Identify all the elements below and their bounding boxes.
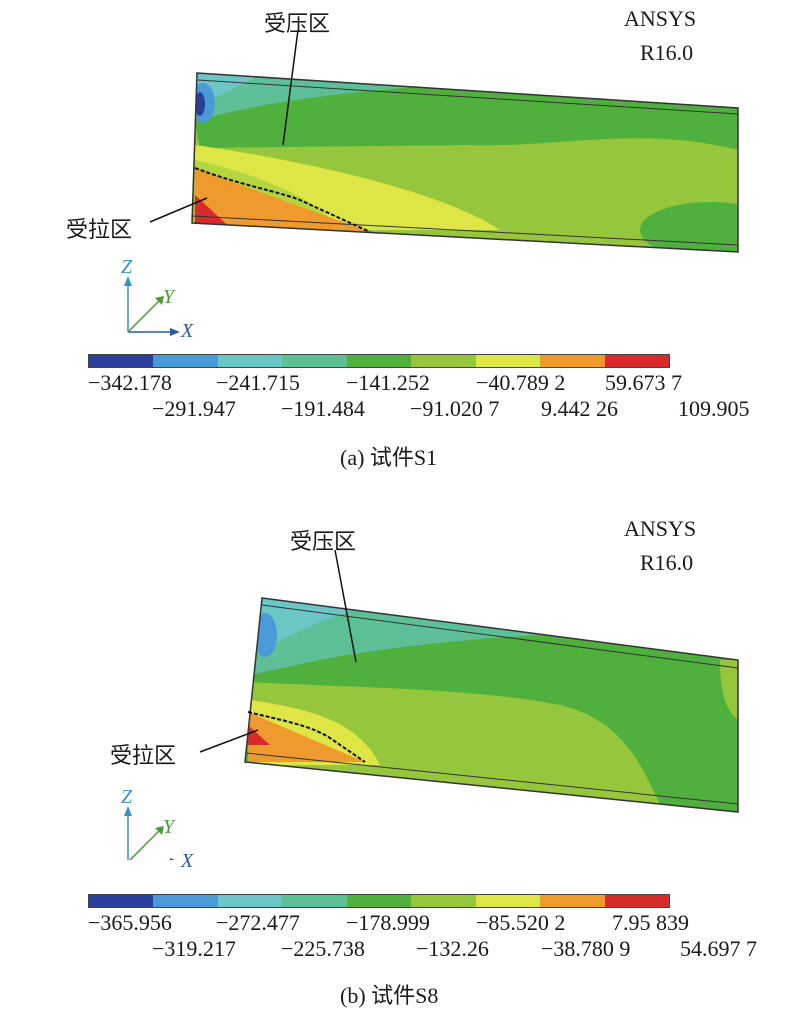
legend-swatch: [475, 355, 541, 367]
axis-x-label: X: [181, 320, 194, 342]
axis-triad: [124, 806, 175, 860]
legend-value: −365.956: [88, 910, 172, 935]
panel-s8: ANSYS R16.0 受压区: [0, 510, 800, 1010]
figure-caption: (a) 试件S1: [340, 445, 438, 470]
tension-zone-label: 受拉区: [66, 218, 133, 243]
legend-value: −40.789 2: [476, 370, 566, 395]
software-version: R16.0: [640, 550, 694, 575]
legend-value: −132.26: [416, 936, 489, 961]
legend-swatch: [217, 355, 283, 367]
legend-value: 109.905: [678, 396, 750, 421]
legend-swatch: [282, 895, 347, 907]
legend-swatch: [540, 895, 605, 907]
legend-swatch: [604, 895, 669, 907]
legend-swatch: [89, 355, 154, 367]
legend-swatch: [411, 355, 476, 367]
legend-value: 9.442 26: [541, 396, 618, 421]
legend-value: −38.780 9: [541, 936, 631, 961]
legend-swatch: [346, 355, 412, 367]
color-legend-bar: [88, 354, 670, 368]
legend-swatch: [540, 355, 605, 367]
legend-value: −191.484: [281, 396, 365, 421]
legend-value: −272.477: [216, 910, 300, 935]
legend-value: −225.738: [281, 936, 365, 961]
tension-zone-label: 受拉区: [110, 744, 177, 769]
legend-value: 7.95 839: [612, 910, 689, 935]
axis-y-label: Y: [163, 816, 175, 838]
legend-swatch: [153, 355, 218, 367]
software-name: ANSYS: [624, 6, 697, 31]
legend-value: 54.697 7: [680, 936, 757, 961]
legend-value: −319.217: [152, 936, 236, 961]
legend-swatch: [153, 895, 218, 907]
axis-z-label: Z: [121, 256, 133, 278]
legend-swatch: [89, 895, 154, 907]
color-legend-bar: [88, 894, 670, 908]
legend-swatch: [411, 895, 476, 907]
panel-s1: ANSYS R16.0: [0, 0, 800, 500]
stress-contour-s1: [124, 29, 739, 336]
figure-caption: (b) 试件S8: [340, 983, 439, 1008]
software-name: ANSYS: [624, 516, 697, 541]
compression-zone-label: 受压区: [290, 530, 357, 555]
legend-value: −141.252: [346, 370, 430, 395]
legend-value: −91.020 7: [410, 396, 500, 421]
legend-value: −291.947: [152, 396, 236, 421]
legend-swatch: [346, 895, 412, 907]
legend-value: 59.673 7: [605, 370, 682, 395]
software-version: R16.0: [640, 40, 694, 65]
legend-value: −178.999: [346, 910, 430, 935]
legend-swatch: [282, 355, 347, 367]
legend-swatch: [604, 355, 669, 367]
legend-value: −241.715: [216, 370, 300, 395]
axis-y-label: Y: [163, 286, 175, 308]
axis-z-label: Z: [121, 786, 133, 808]
legend-swatch: [475, 895, 541, 907]
compression-zone-label: 受压区: [264, 12, 331, 37]
axis-triad: [124, 276, 180, 336]
legend-value: −85.520 2: [476, 910, 566, 935]
legend-value: −342.178: [88, 370, 172, 395]
stress-contour-s8: [124, 549, 739, 860]
legend-swatch: [217, 895, 283, 907]
axis-x-label: X: [181, 850, 194, 872]
